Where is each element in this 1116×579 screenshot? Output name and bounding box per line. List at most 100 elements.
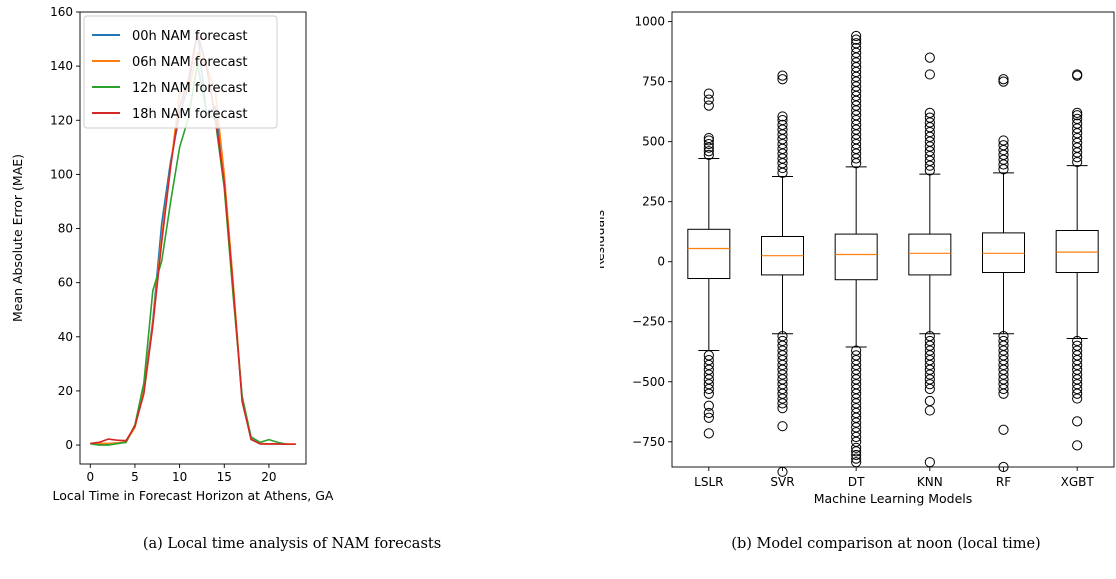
line-chart-nam-forecasts: 0 5 10 15 20 0 20 40 60 80 100 120 140 160 00h NAM for… — [10, 5, 334, 503]
x-tick-label: LSLR — [694, 475, 723, 489]
outlier-point — [703, 146, 714, 157]
outlier-point — [703, 383, 714, 395]
y-tick-label: 140 — [50, 59, 73, 73]
outlier-point — [703, 149, 714, 160]
outlier-point — [998, 140, 1009, 151]
outlier-point — [924, 395, 935, 407]
outlier-point — [1072, 440, 1083, 451]
outlier-point — [703, 400, 714, 411]
x-tick-label: 0 — [86, 470, 94, 484]
y-tick-label: −250 — [632, 315, 665, 329]
outlier-point — [924, 405, 935, 416]
y-tick-label: 0 — [657, 255, 665, 269]
x-axis-label: Machine Learning Models — [814, 491, 973, 506]
x-tick-label: 5 — [131, 470, 139, 484]
outlier-point — [851, 34, 862, 45]
x-tick-label: 20 — [261, 470, 276, 484]
x-tick-label: XGBT — [1061, 475, 1095, 489]
outlier-point — [1072, 118, 1083, 129]
outlier-point — [777, 403, 788, 414]
outlier-point — [924, 383, 935, 395]
outlier-point — [924, 52, 935, 63]
outlier-point — [1072, 393, 1083, 404]
x-tick-label: SVR — [770, 475, 794, 489]
outlier-point — [998, 74, 1009, 85]
outlier-point — [703, 135, 714, 146]
outlier-point — [1072, 416, 1083, 427]
outlier-point — [998, 388, 1009, 399]
y-tick-label: 40 — [58, 330, 73, 344]
y-tick-label: 1000 — [634, 15, 665, 29]
outlier-point — [703, 100, 714, 111]
outlier-point — [1072, 388, 1083, 399]
outlier-point — [924, 107, 935, 118]
x-tick-label: KNN — [917, 475, 943, 489]
legend-box — [83, 15, 278, 129]
box-iqr — [834, 233, 878, 281]
outlier-point — [851, 453, 862, 464]
box-iqr — [687, 228, 731, 280]
y-tick-label: −750 — [632, 435, 665, 449]
outlier-point — [851, 431, 862, 443]
y-tick-label: 160 — [50, 5, 73, 19]
plot-frame — [671, 11, 1115, 468]
outlier-point — [777, 74, 788, 85]
outlier-point — [703, 407, 714, 419]
outlier-point — [851, 38, 862, 49]
caption-b: (b) Model comparison at noon (local time… — [731, 536, 1040, 552]
y-tick-label: 100 — [50, 167, 73, 181]
outlier-point — [998, 383, 1009, 395]
outlier-point — [998, 135, 1009, 146]
y-tick-label: 80 — [58, 222, 73, 236]
outlier-point — [1072, 113, 1083, 124]
outlier-point — [777, 119, 788, 130]
outlier-point — [851, 442, 862, 453]
y-tick-label: 500 — [642, 135, 665, 149]
x-tick-label: 10 — [172, 470, 187, 484]
y-tick-label: −500 — [632, 375, 665, 389]
outlier-point — [703, 94, 714, 105]
y-tick-label: 0 — [65, 438, 73, 452]
outlier-point — [777, 421, 788, 432]
outlier-point — [777, 70, 788, 81]
outlier-point — [998, 76, 1009, 87]
y-tick-label: 60 — [58, 276, 73, 290]
legend-label: 18h NAM forecast — [132, 107, 247, 122]
outlier-point — [1072, 110, 1083, 121]
y-tick-label: 20 — [58, 384, 73, 398]
outlier-point — [924, 112, 935, 123]
outlier-point — [1072, 107, 1083, 118]
outlier-point — [703, 138, 714, 150]
outlier-point — [924, 457, 935, 468]
x-tick-label: DT — [848, 475, 865, 489]
legend-label: 12h NAM forecast — [132, 81, 247, 96]
y-tick-label: 750 — [642, 75, 665, 89]
caption-a: (a) Local time analysis of NAM forecasts — [143, 536, 441, 552]
box-iqr — [982, 232, 1025, 274]
box-iqr — [908, 233, 952, 276]
outlier-point — [851, 30, 862, 42]
y-axis-label: Mean Absolute Error (MAE) — [10, 154, 25, 322]
outlier-point — [924, 69, 935, 80]
outlier-point — [851, 446, 862, 457]
outlier-point — [703, 428, 714, 439]
box-plot-model-comparison: Residuals−750−500−25002505007501000LSLRS… — [590, 0, 1115, 520]
outlier-point — [777, 114, 788, 126]
outlier-point — [703, 412, 714, 423]
x-tick-label: RF — [996, 475, 1011, 489]
outlier-point — [703, 132, 714, 144]
outlier-point — [1072, 69, 1083, 80]
y-tick-label: 120 — [50, 113, 73, 127]
legend-label: 06h NAM forecast — [132, 55, 247, 70]
outlier-point — [924, 379, 935, 390]
outlier-point — [998, 424, 1009, 435]
outlier-point — [703, 88, 714, 99]
outlier-point — [851, 42, 862, 54]
label-clip-mask — [590, 0, 600, 520]
outlier-point — [777, 398, 788, 409]
x-tick-label: 15 — [217, 470, 232, 484]
y-tick-label: 250 — [642, 195, 665, 209]
plot-frame — [79, 11, 307, 465]
outlier-point — [703, 388, 714, 399]
